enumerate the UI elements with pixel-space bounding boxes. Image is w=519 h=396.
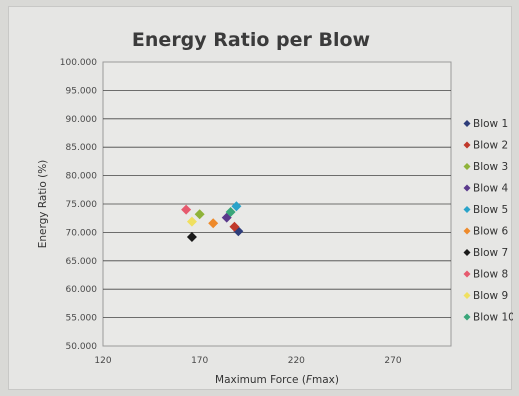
data-point-blow-8 — [181, 204, 192, 215]
x-tick-label: 170 — [191, 356, 208, 366]
legend-label-blow-4: Blow 4 — [473, 183, 508, 195]
legend-marker-blow-1 — [463, 120, 471, 127]
legend-label-blow-7: Blow 7 — [473, 247, 508, 259]
chart-frame: Energy Ratio per Blow 50.000 55.000 60.000… — [8, 6, 513, 390]
y-tick-label: 75.000 — [66, 200, 98, 210]
legend-marker-blow-3 — [463, 163, 471, 170]
data-point-blow-5 — [231, 201, 242, 212]
y-tick-label: 85.000 — [66, 143, 98, 153]
legend-label-blow-1: Blow 1 — [473, 118, 508, 130]
y-tick-label: 80.000 — [66, 172, 98, 182]
y-tick-label: 60.000 — [66, 285, 98, 295]
y-tick-labels: 50.000 55.000 60.000 65.000 70.000 75.000 80.0… — [60, 58, 97, 352]
legend: Blow 1 Blow 2 Blow 3 Blow 4 Blow 5 Blow 6 Blow… — [463, 118, 513, 324]
y-tick-label: 65.000 — [66, 257, 98, 267]
data-points — [181, 201, 244, 242]
data-point-blow-7 — [186, 231, 197, 242]
data-point-blow-10 — [225, 206, 236, 217]
legend-label-blow-8: Blow 8 — [473, 269, 508, 281]
legend-marker-blow-5 — [463, 206, 471, 213]
y-tick-label: 50.000 — [66, 342, 98, 352]
chart-title: Energy Ratio per Blow — [132, 29, 370, 51]
x-axis-label-italic: F — [306, 374, 313, 386]
legend-marker-blow-4 — [463, 184, 471, 192]
y-tick-label: 90.000 — [66, 115, 98, 125]
data-point-blow-3 — [194, 209, 205, 220]
data-point-blow-6 — [208, 218, 219, 229]
y-tick-label: 100.000 — [60, 58, 97, 68]
legend-marker-blow-6 — [463, 227, 471, 235]
gridlines — [103, 90, 451, 319]
data-point-blow-2 — [229, 221, 240, 232]
legend-label-blow-2: Blow 2 — [473, 140, 508, 152]
y-axis-label: Energy Ratio (%) — [37, 160, 49, 249]
legend-label-blow-5: Blow 5 — [473, 204, 508, 216]
x-tick-labels: 120 170 220 270 — [94, 356, 401, 366]
x-axis-label-suffix: max) — [312, 374, 339, 386]
x-tick-label: 220 — [288, 356, 305, 366]
legend-marker-blow-9 — [463, 292, 471, 299]
y-tick-label: 55.000 — [66, 314, 98, 324]
legend-label-blow-9: Blow 9 — [473, 290, 508, 302]
legend-marker-blow-7 — [463, 249, 471, 256]
x-axis-label: Maximum Force (Fmax) — [215, 374, 339, 386]
legend-label-blow-6: Blow 6 — [473, 226, 508, 238]
y-tick-label: 95.000 — [66, 86, 98, 96]
x-tick-label: 120 — [94, 356, 111, 366]
y-tick-label: 70.000 — [66, 228, 98, 238]
legend-marker-blow-2 — [463, 141, 471, 149]
data-point-blow-9 — [186, 216, 197, 227]
legend-marker-blow-10 — [463, 313, 471, 321]
legend-label-blow-3: Blow 3 — [473, 161, 508, 173]
legend-label-blow-10: Blow 10 — [473, 312, 513, 324]
x-axis-label-prefix: Maximum Force ( — [215, 374, 306, 386]
chart: Energy Ratio per Blow 50.000 55.000 60.000… — [37, 29, 513, 386]
x-tick-label: 270 — [384, 356, 401, 366]
legend-marker-blow-8 — [463, 270, 471, 278]
